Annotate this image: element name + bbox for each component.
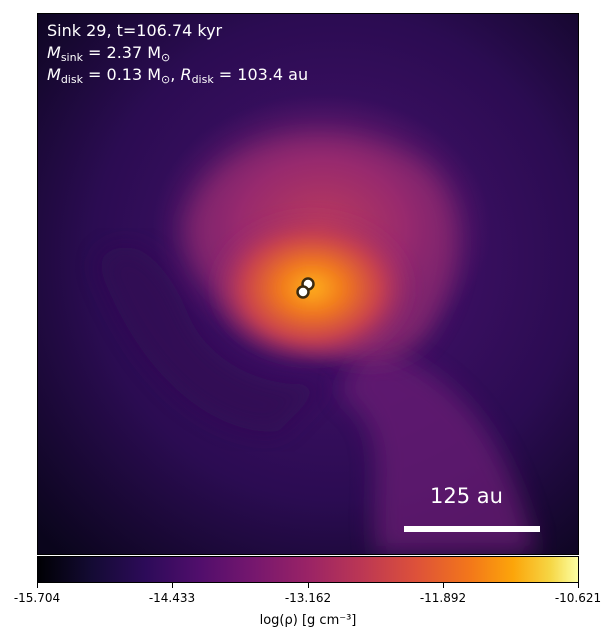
disk-mass-symbol: M: [47, 65, 61, 84]
colorbar-tick-label: -11.892: [419, 591, 467, 605]
scalebar-line: [404, 526, 540, 532]
colorbar-tick-label: -10.621: [554, 591, 602, 605]
dark-lane: [97, 246, 327, 433]
density-map-panel: Sink 29, t=106.74 kyr Msink = 2.37 M⊙ Md…: [37, 13, 579, 555]
sink-particle: [296, 285, 310, 299]
colorbar: [37, 556, 579, 583]
scalebar-label: 125 au: [430, 484, 503, 508]
colorbar-tick-label: -15.704: [13, 591, 61, 605]
sink-mass-value: = 2.37 M: [82, 43, 162, 62]
colorbar-tick: [308, 583, 309, 588]
disk-mass-value: = 0.13 M: [82, 65, 162, 84]
colorbar-tick-label: -13.162: [284, 591, 332, 605]
disk-radius-value: = 103.4 au: [213, 65, 309, 84]
sink-title: Sink 29, t=106.74 kyr: [47, 21, 223, 40]
sun-symbol: ⊙: [161, 51, 171, 64]
sink-mass: Msink = 2.37 M⊙: [47, 42, 170, 69]
disk-mass-sub: disk: [60, 73, 83, 86]
disk-radius-symbol: R: [180, 65, 192, 84]
sink-mass-symbol: M: [47, 43, 61, 62]
sink-mass-sub: sink: [60, 51, 83, 64]
disk-radius-sub: disk: [191, 73, 214, 86]
disk-properties: Mdisk = 0.13 M⊙, Rdisk = 103.4 au: [47, 65, 309, 86]
colorbar-tick-label: -14.433: [148, 591, 196, 605]
colorbar-label: log(ρ) [g cm⁻³]: [259, 613, 357, 628]
colorbar-tick: [172, 583, 173, 588]
colorbar-tick: [37, 583, 38, 588]
colorbar-tick: [578, 583, 579, 588]
spiral-arm-lower: [336, 342, 537, 554]
density-map: [38, 14, 578, 554]
sun-symbol: ⊙: [161, 73, 171, 86]
colorbar-tick: [443, 583, 444, 588]
